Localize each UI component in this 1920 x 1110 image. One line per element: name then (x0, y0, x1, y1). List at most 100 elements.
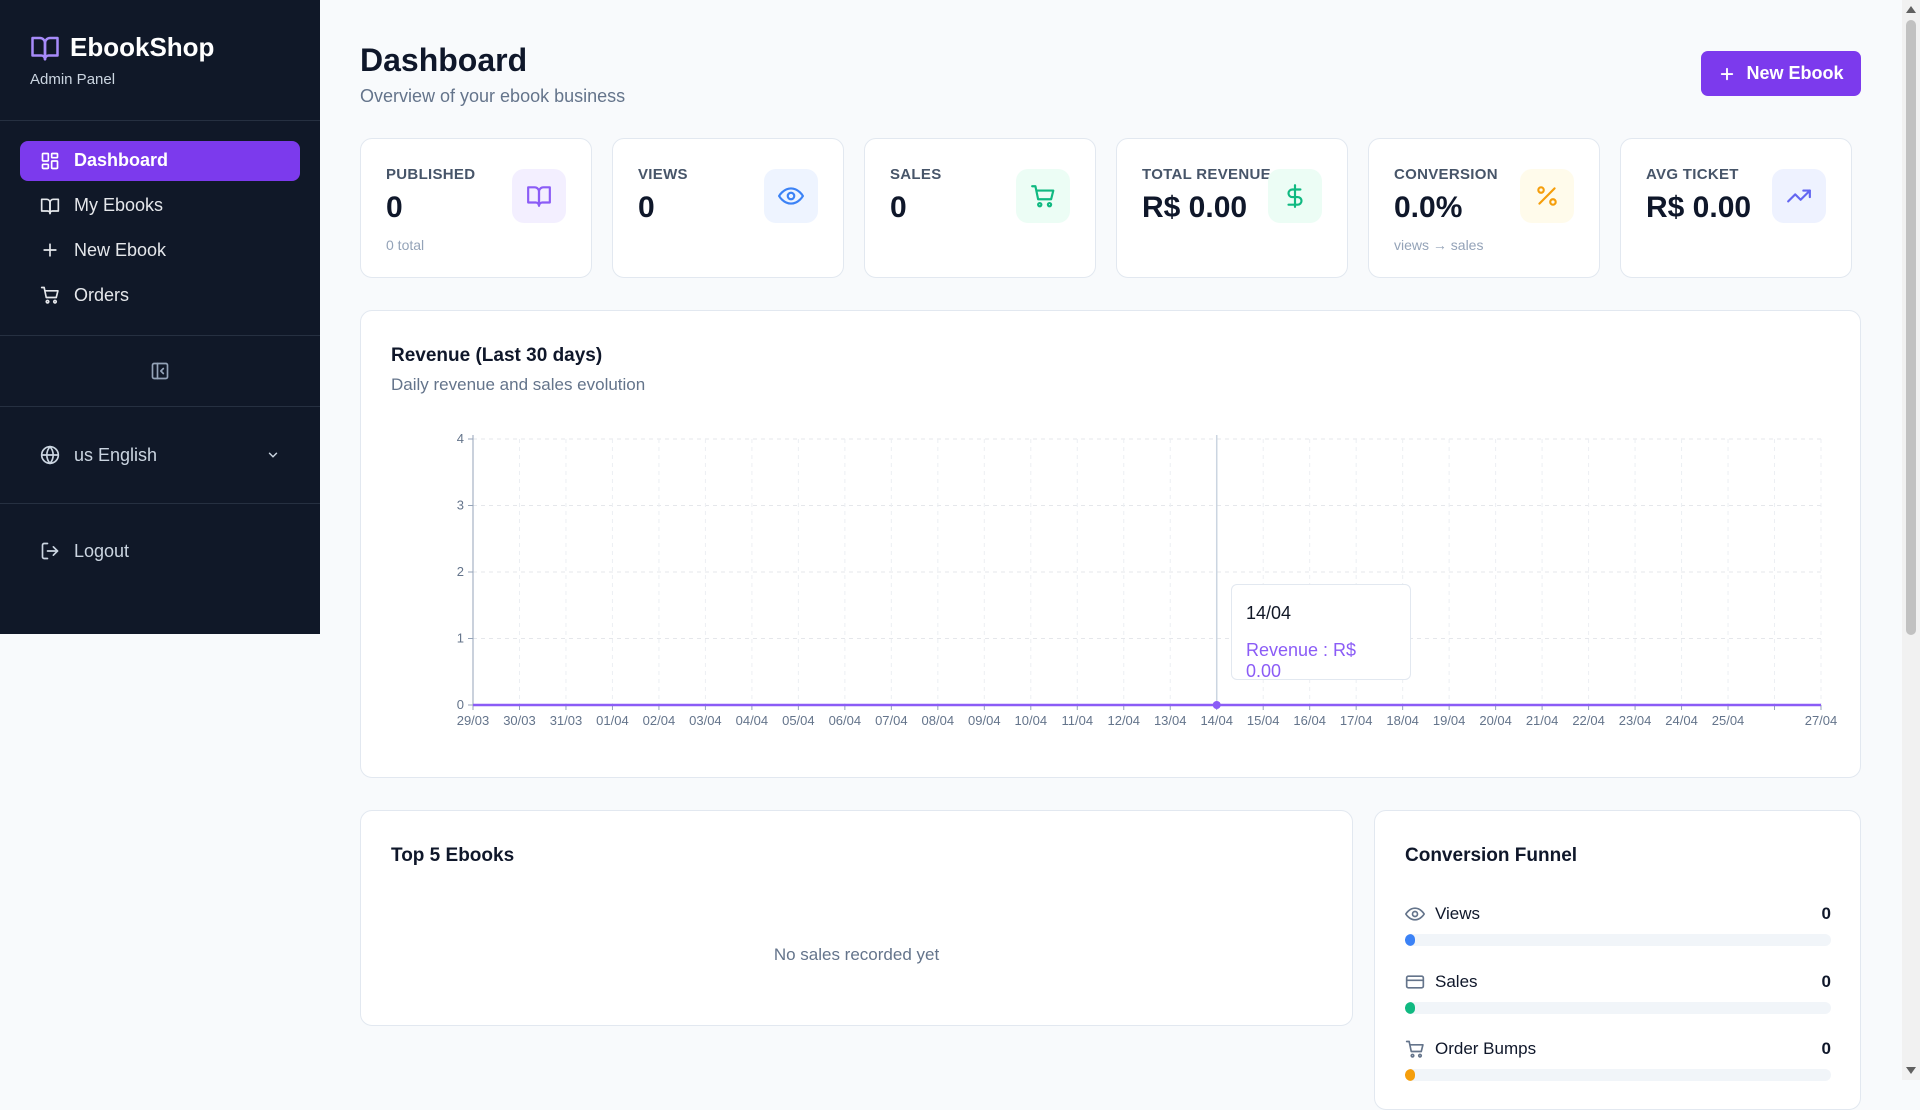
sidebar-item-label: New Ebook (74, 239, 167, 260)
stat-label: AVG TICKET (1646, 166, 1739, 183)
brand: EbookShop Admin Panel (0, 0, 320, 121)
x-tick-label: 08/04 (922, 713, 955, 728)
page-scrollbar[interactable] (1902, 0, 1920, 1080)
scroll-down-arrow-icon[interactable] (1906, 1067, 1916, 1074)
eye-icon (1405, 904, 1425, 924)
sidebar-item-dashboard[interactable]: Dashboard (20, 141, 300, 181)
stat-card-published: PUBLISHED 0 0 total (360, 138, 592, 278)
stat-label: TOTAL REVENUE (1142, 166, 1271, 183)
x-tick-label: 21/04 (1526, 713, 1559, 728)
x-tick-label: 11/04 (1061, 713, 1093, 728)
x-tick-label: 23/04 (1619, 713, 1652, 728)
app-subtitle: Admin Panel (30, 71, 116, 88)
x-tick-label: 17/04 (1340, 713, 1373, 728)
sidebar-item-orders[interactable]: Orders (20, 275, 300, 315)
funnel-bar-fill (1405, 1069, 1415, 1081)
y-tick-label: 0 (457, 697, 464, 712)
x-tick-label: 03/04 (689, 713, 722, 728)
cart-icon (40, 285, 60, 305)
funnel-row-views: Views 0 (1405, 904, 1831, 946)
stat-value: R$ 0.00 (1142, 191, 1248, 224)
funnel-label: Views (1435, 904, 1481, 923)
x-tick-label: 27/04 (1805, 713, 1838, 728)
sidebar-item-new-ebook[interactable]: New Ebook (20, 231, 300, 271)
stat-card-conversion: CONVERSION 0.0% views → sales (1368, 138, 1600, 278)
globe-icon (40, 445, 60, 465)
panel-collapse-icon (150, 361, 170, 381)
revenue-subtitle: Daily revenue and sales evolution (391, 375, 646, 394)
top-ebooks-title: Top 5 Ebooks (391, 845, 515, 866)
funnel-bar-track (1405, 1002, 1831, 1014)
x-tick-label: 31/03 (550, 713, 583, 728)
scrollbar-thumb[interactable] (1906, 20, 1916, 635)
credit-card-icon (1405, 972, 1425, 992)
funnel-row-sales: Sales 0 (1405, 972, 1831, 1014)
stat-value: 0 (638, 191, 655, 224)
sidebar: EbookShop Admin Panel Dashboard My Ebook… (0, 0, 320, 634)
stat-value: 0 (386, 191, 403, 224)
empty-state: No sales recorded yet (773, 945, 940, 964)
revenue-title: Revenue (Last 30 days) (391, 345, 603, 366)
y-tick-label: 2 (457, 564, 464, 579)
chart-tooltip: 14/04 Revenue : R$ 0.00 (1231, 584, 1411, 681)
x-tick-label: 18/04 (1386, 713, 1419, 728)
y-tick-label: 1 (457, 631, 464, 646)
logout-label: Logout (74, 540, 130, 561)
trending-up-icon (1772, 169, 1826, 223)
plus-icon (1718, 65, 1736, 83)
scroll-up-arrow-icon[interactable] (1906, 6, 1916, 13)
revenue-chart[interactable]: 0 1 2 3 4 29/03 30/03 31/03 01/04 02/04 03/04 04/04… (361, 311, 1860, 777)
funnel-value: 0 (1821, 972, 1831, 991)
new-ebook-label: New Ebook (1746, 63, 1844, 83)
x-tick-label: 20/04 (1479, 713, 1512, 728)
sidebar-item-my-ebooks[interactable]: My Ebooks (20, 186, 300, 226)
funnel-title: Conversion Funnel (1405, 845, 1578, 866)
funnel-row-order-bumps: Order Bumps 0 (1405, 1039, 1831, 1081)
y-tick-label: 4 (457, 431, 464, 446)
funnel-bar-track (1405, 934, 1831, 946)
collapse-sidebar-button[interactable] (0, 336, 320, 407)
x-tick-label: 09/04 (968, 713, 1001, 728)
book-open-icon (40, 196, 60, 216)
x-tick-label: 29/03 (457, 713, 490, 728)
stat-value: 0 (890, 191, 907, 224)
chevron-down-icon (266, 448, 280, 462)
cart-icon (1016, 169, 1070, 223)
logout-button[interactable]: Logout (0, 504, 320, 598)
conversion-funnel-card: Conversion Funnel Views 0 Sales 0 (1374, 810, 1861, 1110)
app-name: EbookShop (70, 32, 215, 62)
funnel-value: 0 (1821, 1039, 1831, 1058)
x-tick-label: 06/04 (829, 713, 862, 728)
eye-icon (764, 169, 818, 223)
funnel-value: 0 (1821, 904, 1831, 923)
x-tick-label: 25/04 (1712, 713, 1745, 728)
active-data-point (1212, 701, 1221, 709)
new-ebook-button[interactable]: New Ebook (1701, 51, 1861, 96)
sidebar-item-label: Orders (74, 284, 130, 305)
page-title: Dashboard (360, 42, 528, 78)
y-tick-label: 3 (457, 498, 464, 513)
sidebar-item-label: My Ebooks (74, 195, 164, 216)
funnel-bar-track (1405, 1069, 1831, 1081)
language-select[interactable]: us English (0, 407, 320, 504)
stat-label: PUBLISHED (386, 166, 476, 183)
x-tick-label: 14/04 (1200, 713, 1233, 728)
stat-card-sales: SALES 0 (864, 138, 1096, 278)
sidebar-nav: Dashboard My Ebooks New Ebook Orders (0, 121, 320, 336)
stat-sub: 0 total (386, 237, 425, 253)
stat-value: R$ 0.00 (1646, 191, 1752, 224)
funnel-label: Sales (1435, 972, 1478, 991)
logout-icon (40, 541, 60, 561)
x-tick-label: 05/04 (782, 713, 815, 728)
x-tick-label: 13/04 (1154, 713, 1187, 728)
stat-value: 0.0% (1394, 191, 1463, 224)
tooltip-date: 14/04 (1246, 603, 1292, 623)
stat-card-avg-ticket: AVG TICKET R$ 0.00 (1620, 138, 1852, 278)
stat-card-views: VIEWS 0 (612, 138, 844, 278)
x-tick-label: 01/04 (596, 713, 629, 728)
stat-label: CONVERSION (1394, 166, 1498, 183)
language-label: us English (74, 444, 158, 465)
stat-card-total-revenue: TOTAL REVENUE R$ 0.00 (1116, 138, 1348, 278)
funnel-bar-fill (1405, 934, 1415, 946)
top-ebooks-card: Top 5 Ebooks No sales recorded yet (360, 810, 1353, 1026)
